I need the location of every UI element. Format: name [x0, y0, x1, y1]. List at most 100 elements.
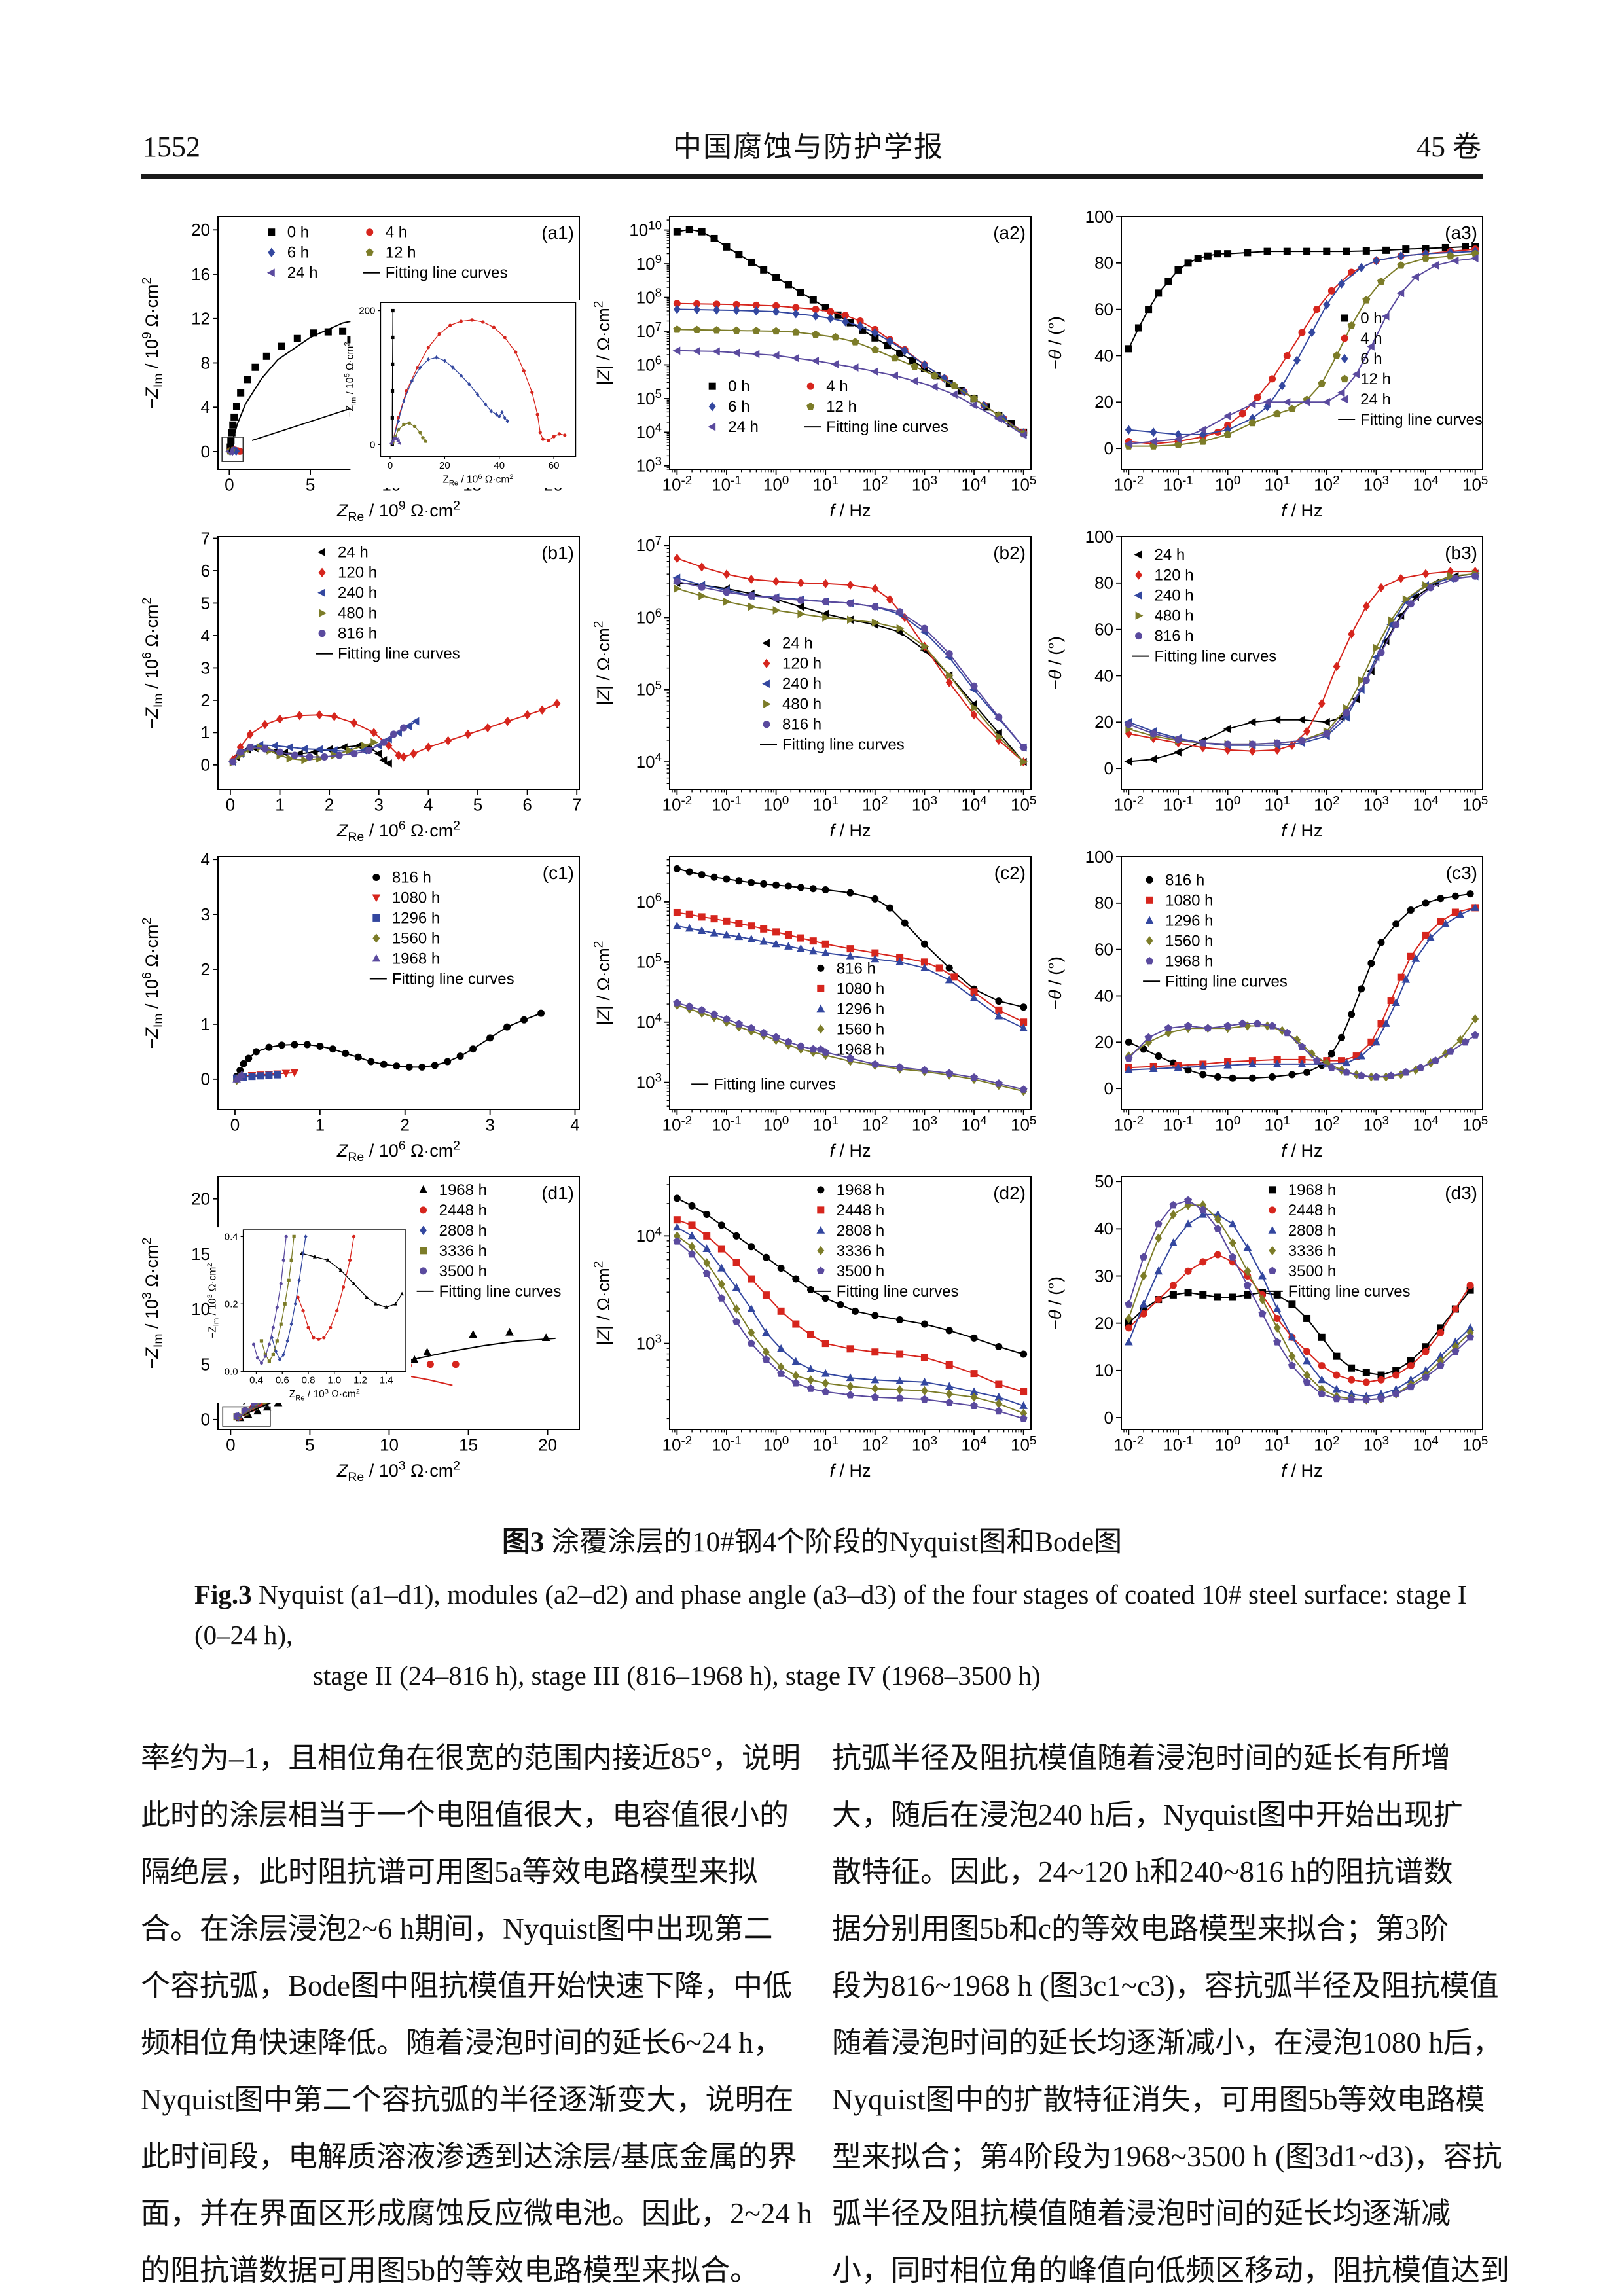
svg-text:103​: 103​	[912, 1433, 937, 1455]
svg-text:105​: 105​	[1011, 1113, 1036, 1135]
svg-text:4 h: 4 h	[826, 378, 848, 395]
svg-text:Fitting line curves: Fitting line curves	[1360, 411, 1483, 429]
svg-text:2: 2	[401, 1115, 410, 1135]
svg-text:107​: 107​	[636, 533, 662, 555]
svg-text:20: 20	[439, 460, 450, 471]
svg-text:104​: 104​	[636, 750, 662, 772]
svg-text:816 h: 816 h	[782, 716, 821, 734]
svg-text:100​: 100​	[1215, 793, 1240, 815]
svg-text:Fitting line curves: Fitting line curves	[1165, 973, 1288, 990]
svg-text:1968 h: 1968 h	[1165, 952, 1213, 970]
svg-text:5: 5	[473, 795, 482, 815]
svg-text:120 h: 120 h	[782, 655, 821, 673]
svg-text:0: 0	[201, 1410, 210, 1429]
svg-text:10-2​: 10-2​	[1114, 1433, 1144, 1455]
svg-text:f / Hz: f / Hz	[1281, 501, 1322, 520]
svg-text:10-2​: 10-2​	[1114, 473, 1144, 495]
svg-text:4 h: 4 h	[386, 224, 407, 242]
svg-text:104​: 104​	[636, 420, 662, 442]
svg-text:101​: 101​	[813, 1113, 839, 1135]
svg-text:104​: 104​	[1413, 1113, 1438, 1135]
svg-text:(a2): (a2)	[993, 223, 1026, 243]
svg-text:10-1​: 10-1​	[712, 793, 742, 815]
svg-text:100: 100	[1085, 207, 1113, 226]
svg-text:−ZIm / 106 Ω·cm2​: −ZIm / 106 Ω·cm2​	[140, 598, 166, 729]
svg-text:107​: 107​	[636, 319, 662, 341]
svg-text:1: 1	[275, 795, 284, 815]
svg-text:10: 10	[380, 1435, 399, 1455]
svg-text:104​: 104​	[1413, 473, 1438, 495]
svg-text:0: 0	[201, 1069, 210, 1089]
svg-text:100​: 100​	[1215, 1433, 1240, 1455]
svg-text:(d3): (d3)	[1445, 1183, 1477, 1203]
svg-text:1560 h: 1560 h	[837, 1020, 884, 1038]
svg-text:816 h: 816 h	[338, 625, 377, 643]
svg-text:4: 4	[424, 795, 433, 815]
svg-text:0.6: 0.6	[276, 1374, 289, 1386]
svg-text:24 h: 24 h	[287, 264, 318, 282]
svg-text:103​: 103​	[636, 1071, 662, 1092]
svg-text:1968 h: 1968 h	[439, 1181, 487, 1199]
svg-text:102​: 102​	[862, 473, 888, 495]
svg-text:10-2​: 10-2​	[1114, 793, 1144, 815]
svg-text:106​: 106​	[636, 890, 662, 912]
svg-text:40: 40	[494, 460, 505, 471]
svg-text:|Z| / Ω·cm2​: |Z| / Ω·cm2​	[592, 620, 613, 705]
svg-text:3: 3	[374, 795, 384, 815]
svg-text:5: 5	[305, 1435, 314, 1455]
svg-text:0: 0	[1104, 439, 1113, 458]
svg-text:0 h: 0 h	[1360, 310, 1382, 327]
svg-text:Fitting line curves: Fitting line curves	[782, 736, 905, 754]
caption-en-line1: Fig.3 Nyquist (a1–d1), modules (a2–d2) a…	[141, 1574, 1483, 1655]
svg-text:2448 h: 2448 h	[837, 1202, 884, 1219]
header-rule	[141, 174, 1483, 179]
svg-text:2448 h: 2448 h	[439, 1202, 487, 1219]
chart-modulus-c2: 10-2​ 10-1​ 100​ 101​ 102​ 103​ 104​ 105​ 103​ 10…	[592, 856, 1036, 1160]
svg-text:816 h: 816 h	[1165, 871, 1204, 889]
svg-text:(c3): (c3)	[1446, 863, 1477, 883]
svg-text:480 h: 480 h	[1155, 607, 1194, 625]
svg-text:105​: 105​	[1011, 793, 1036, 815]
caption-zh-label: 图3	[501, 1527, 545, 1558]
svg-text:1560 h: 1560 h	[1165, 932, 1213, 950]
svg-text:6: 6	[522, 795, 532, 815]
svg-text:1296 h: 1296 h	[837, 1000, 884, 1018]
svg-text:1968 h: 1968 h	[837, 1041, 884, 1058]
svg-text:4: 4	[201, 850, 210, 869]
svg-text:−θ / (°): −θ / (°)	[1045, 636, 1065, 690]
svg-text:104​: 104​	[961, 1433, 986, 1455]
svg-text:f / Hz: f / Hz	[1281, 1141, 1322, 1160]
svg-text:0: 0	[225, 475, 234, 495]
svg-text:103​: 103​	[1363, 1433, 1389, 1455]
svg-text:(c2): (c2)	[994, 863, 1026, 883]
svg-text:106​: 106​	[636, 353, 662, 374]
svg-text:1.4: 1.4	[380, 1374, 393, 1386]
svg-text:1968 h: 1968 h	[1288, 1181, 1336, 1199]
svg-text:7: 7	[201, 528, 210, 548]
svg-text:2: 2	[201, 960, 210, 979]
svg-text:10: 10	[191, 1299, 210, 1319]
svg-text:102​: 102​	[862, 793, 888, 815]
svg-text:Fitting line curves: Fitting line curves	[439, 1283, 562, 1300]
svg-text:6 h: 6 h	[287, 244, 309, 262]
svg-text:24 h: 24 h	[338, 544, 369, 562]
svg-text:−θ / (°): −θ / (°)	[1045, 1276, 1065, 1330]
body-line: Nyquist图中的扩散特征消失，可用图5b等效电路模	[832, 2083, 1485, 2116]
body-line: 段为816~1968 h (图3c1~c3)，容抗弧半径及阻抗模值	[832, 1969, 1499, 2002]
chart-nyquist-d1: 0 5 10 15 20 0 5 10 15 20 ZRe / 103 Ω·cm2​ −ZIm / 1…	[140, 1176, 580, 1484]
svg-text:80: 80	[1094, 893, 1113, 913]
svg-text:3336 h: 3336 h	[837, 1242, 884, 1260]
svg-text:106​: 106​	[636, 605, 662, 627]
svg-text:105​: 105​	[636, 678, 662, 700]
svg-text:−ZIm / 106 Ω·cm2​: −ZIm / 106 Ω·cm2​	[140, 918, 166, 1049]
svg-text:0.0: 0.0	[225, 1366, 238, 1377]
svg-text:6 h: 6 h	[1360, 350, 1382, 368]
svg-text:−ZIm / 105 Ω·cm2​: −ZIm / 105 Ω·cm2​	[344, 342, 358, 417]
svg-text:60: 60	[1094, 299, 1113, 319]
svg-text:ZRe / 106 Ω·cm2​: ZRe / 106 Ω·cm2​	[336, 819, 460, 844]
svg-text:1010​: 1010​	[629, 219, 662, 240]
chart-nyquist-a1: 05101520048121620ZRe / 109 Ω·cm2​−ZIm / …	[140, 216, 581, 524]
svg-text:1968 h: 1968 h	[837, 1181, 884, 1199]
svg-text:|Z| / Ω·cm2​: |Z| / Ω·cm2​	[592, 1261, 613, 1345]
svg-text:10-1​: 10-1​	[712, 473, 742, 495]
